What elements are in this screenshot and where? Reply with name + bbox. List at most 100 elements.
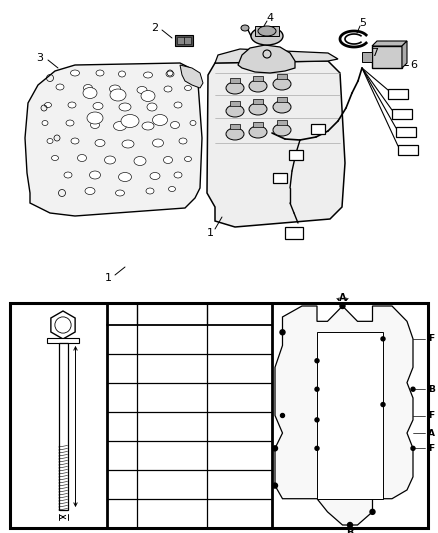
Circle shape — [272, 446, 278, 451]
Ellipse shape — [47, 139, 53, 143]
Ellipse shape — [273, 78, 291, 90]
Ellipse shape — [174, 102, 182, 108]
Circle shape — [411, 387, 415, 391]
Ellipse shape — [152, 139, 163, 147]
Text: 13: 13 — [166, 480, 179, 489]
Ellipse shape — [119, 173, 131, 182]
Ellipse shape — [144, 72, 152, 78]
Polygon shape — [180, 65, 203, 88]
Text: ( 6X75 ): ( 6X75 ) — [219, 480, 260, 489]
Ellipse shape — [190, 120, 196, 125]
Bar — [253, 122, 263, 127]
Ellipse shape — [89, 171, 100, 179]
Bar — [175, 35, 193, 46]
Text: A: A — [339, 293, 346, 303]
Bar — [388, 89, 408, 99]
Ellipse shape — [45, 102, 52, 108]
Text: 5: 5 — [360, 18, 367, 28]
Bar — [59, 343, 67, 510]
Ellipse shape — [249, 103, 267, 115]
Bar — [177, 37, 184, 44]
Circle shape — [315, 359, 319, 363]
Ellipse shape — [170, 122, 180, 128]
Text: D: D — [60, 522, 67, 531]
Bar — [277, 120, 287, 125]
Polygon shape — [238, 45, 295, 73]
Ellipse shape — [179, 138, 187, 144]
Circle shape — [411, 446, 415, 450]
Text: 2: 2 — [152, 23, 159, 33]
Ellipse shape — [71, 70, 80, 76]
Text: F: F — [118, 450, 126, 461]
Text: F: F — [428, 411, 434, 420]
Ellipse shape — [273, 101, 291, 113]
Circle shape — [272, 483, 278, 488]
Ellipse shape — [147, 103, 157, 111]
Ellipse shape — [137, 86, 147, 93]
Text: B: B — [428, 385, 435, 394]
Bar — [273, 173, 287, 183]
Ellipse shape — [56, 84, 64, 90]
Text: 1: 1 — [105, 273, 112, 283]
Text: 3: 3 — [36, 53, 43, 63]
Bar — [285, 227, 303, 239]
Ellipse shape — [95, 140, 105, 147]
Bar — [10, 303, 428, 528]
Ellipse shape — [241, 25, 249, 31]
Polygon shape — [372, 41, 407, 46]
Ellipse shape — [152, 115, 167, 125]
Text: 12: 12 — [166, 450, 179, 461]
Ellipse shape — [169, 187, 176, 191]
Text: NO: NO — [113, 309, 131, 319]
Bar — [47, 338, 79, 343]
Text: ( 6X38 ): ( 6X38 ) — [219, 450, 260, 461]
Bar — [230, 124, 240, 129]
Ellipse shape — [116, 190, 124, 196]
Text: 6: 6 — [410, 60, 417, 70]
Bar — [253, 99, 263, 104]
Ellipse shape — [110, 89, 126, 101]
Circle shape — [347, 522, 353, 528]
Text: 7: 7 — [371, 48, 378, 58]
Text: 10: 10 — [166, 392, 179, 402]
Text: B: B — [118, 364, 126, 374]
Bar — [362, 52, 372, 62]
Text: ( D  X  L ): ( D X L ) — [216, 309, 262, 319]
Bar — [398, 145, 418, 155]
Circle shape — [315, 387, 319, 391]
Text: F: F — [428, 444, 434, 453]
Text: ( 6X70 ): ( 6X70 ) — [219, 422, 260, 432]
Circle shape — [340, 303, 345, 309]
Ellipse shape — [78, 155, 86, 161]
Bar — [311, 124, 325, 134]
Polygon shape — [207, 61, 345, 227]
Bar — [289, 150, 303, 160]
Ellipse shape — [150, 173, 160, 180]
Ellipse shape — [121, 115, 139, 127]
Ellipse shape — [119, 103, 131, 111]
Ellipse shape — [273, 124, 291, 136]
Text: H: H — [117, 508, 127, 519]
Ellipse shape — [110, 85, 120, 93]
Polygon shape — [317, 332, 383, 499]
Ellipse shape — [96, 70, 104, 76]
Text: ( 6X45 ): ( 6X45 ) — [219, 508, 260, 519]
Bar — [396, 127, 416, 137]
Circle shape — [315, 446, 319, 450]
Ellipse shape — [85, 188, 95, 195]
Bar — [253, 76, 263, 81]
Text: F: F — [428, 334, 434, 343]
Ellipse shape — [113, 122, 127, 131]
Ellipse shape — [66, 120, 74, 126]
Ellipse shape — [174, 172, 182, 178]
Ellipse shape — [164, 86, 172, 92]
Ellipse shape — [142, 122, 154, 130]
Ellipse shape — [258, 26, 276, 36]
Text: C: C — [118, 392, 126, 402]
Circle shape — [315, 418, 319, 422]
Bar — [230, 78, 240, 83]
Ellipse shape — [184, 157, 191, 161]
Text: B: B — [346, 528, 354, 533]
Text: G: G — [256, 481, 263, 490]
Bar — [184, 37, 191, 44]
